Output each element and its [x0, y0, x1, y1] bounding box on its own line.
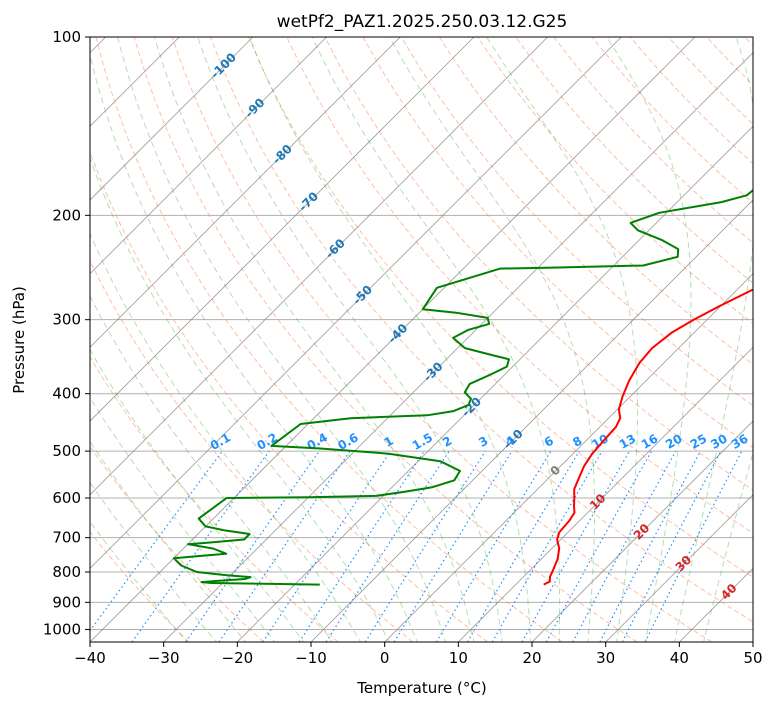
isotherm-line — [90, 37, 401, 348]
y-tick-label: 200 — [52, 206, 81, 224]
moist-adiabat — [248, 37, 532, 642]
dry-adiabat — [248, 37, 753, 578]
chart-title: wetPf2_PAZ1.2025.250.03.12.G25 — [277, 12, 568, 32]
dry-adiabat — [171, 37, 712, 642]
mixing-ratio-line — [521, 450, 631, 642]
moist-adiabat — [90, 348, 305, 642]
x-axis-label: Temperature (°C) — [356, 679, 486, 697]
isotherm-line — [163, 52, 753, 642]
dry-adiabat — [286, 37, 753, 534]
y-tick-label: 700 — [52, 529, 81, 547]
moist-adiabat — [606, 37, 692, 642]
moist-adiabat — [117, 37, 447, 642]
dry-adiabat — [324, 37, 753, 491]
y-tick-label: 300 — [52, 311, 81, 329]
mixing-ratio-line — [298, 450, 425, 642]
dry-adiabat — [553, 37, 753, 244]
x-tick-label: 50 — [743, 649, 762, 667]
moist-adiabat — [90, 52, 418, 642]
mixing-ratio-line — [364, 450, 486, 642]
moist-adiabat — [154, 37, 475, 642]
dry-adiabat — [438, 37, 753, 365]
dry-adiabat — [90, 259, 414, 642]
y-axis-label: Pressure (hPa) — [10, 286, 28, 394]
moist-adiabat — [90, 520, 188, 642]
x-tick-label: 0 — [380, 649, 390, 667]
isotherm-line — [237, 125, 753, 642]
mixing-ratio-line — [393, 450, 513, 642]
moist-adiabat — [674, 37, 753, 642]
isotherm-line — [384, 273, 753, 642]
moist-adiabat — [311, 37, 561, 642]
dewpoint-profile-line — [172, 188, 753, 586]
mixing-ratio-line — [90, 450, 223, 632]
y-tick-label: 600 — [52, 489, 81, 507]
moist-adiabat — [197, 37, 503, 642]
dry-adiabat — [477, 37, 753, 325]
x-tick-label: 10 — [449, 649, 468, 667]
y-tick-label: 400 — [52, 385, 81, 403]
y-tick-label: 100 — [52, 28, 81, 46]
dry-adiabat — [591, 37, 753, 204]
y-tick-label: 1000 — [43, 620, 81, 638]
mixing-ratio-line — [466, 450, 580, 642]
mixing-ratio-line — [325, 450, 450, 642]
isotherm-line — [458, 346, 753, 642]
moist-adiabat — [90, 232, 362, 642]
mixing-ratio-line — [491, 450, 603, 642]
y-tick-label: 800 — [52, 563, 81, 581]
dry-adiabat — [400, 37, 753, 407]
temperature-profile-line — [543, 288, 753, 586]
x-tick-label: 20 — [522, 649, 541, 667]
dry-adiabat — [133, 37, 638, 642]
x-tick-label: 30 — [596, 649, 615, 667]
x-tick-label: −30 — [148, 649, 180, 667]
isotherm-line — [90, 37, 622, 569]
dry-adiabat — [95, 37, 563, 642]
moist-adiabat — [389, 37, 595, 642]
x-tick-label: 40 — [670, 649, 689, 667]
mixing-ratio-line — [185, 450, 320, 642]
dry-adiabat — [90, 531, 190, 642]
dry-adiabat — [90, 150, 488, 642]
moist-adiabat — [486, 37, 639, 642]
isotherm-line — [605, 494, 753, 642]
plot-frame — [89, 36, 754, 643]
dry-adiabat — [362, 37, 753, 449]
mixing-ratio-line — [572, 450, 677, 642]
x-tick-label: −10 — [295, 649, 327, 667]
dry-adiabat — [210, 37, 753, 623]
isotherm-line — [90, 37, 548, 496]
y-tick-label: 900 — [52, 593, 81, 611]
isotherm-line — [90, 37, 327, 275]
isotherm-line — [531, 420, 753, 642]
x-tick-label: −40 — [74, 649, 106, 667]
isotherm-line — [90, 37, 696, 642]
mixing-ratio-line — [435, 450, 552, 642]
isotherm-line — [90, 37, 475, 422]
moist-adiabat — [90, 481, 218, 642]
moist-adiabat — [90, 440, 247, 642]
x-tick-label: −20 — [222, 649, 254, 667]
moist-adiabat — [90, 156, 390, 642]
isotherm-line — [90, 37, 254, 201]
y-tick-label: 500 — [52, 442, 81, 460]
mixing-ratio-line — [545, 450, 653, 642]
